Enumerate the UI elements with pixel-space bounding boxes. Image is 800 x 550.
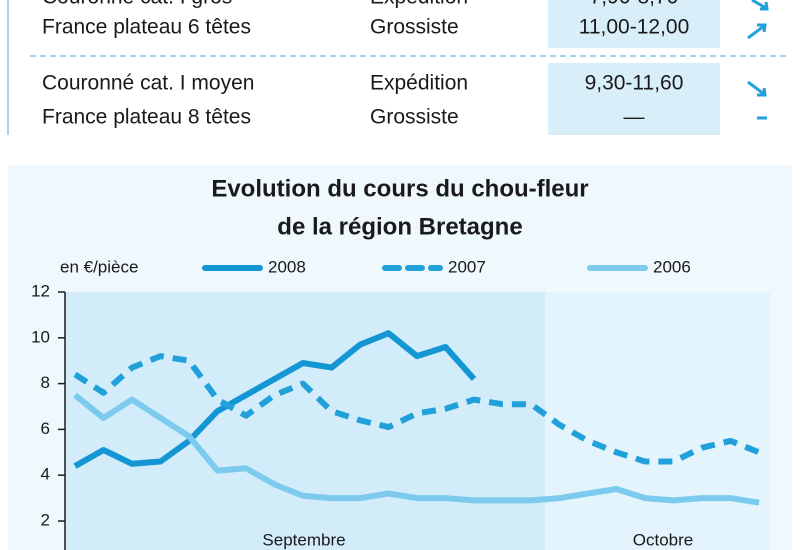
trend-arrows (747, 0, 769, 120)
series-line (73, 330, 477, 469)
y-tick-label: 12 (31, 281, 50, 300)
chart-subtitle: de la région Bretagne (277, 213, 522, 240)
price-band (548, 63, 720, 135)
x-tick-label: Septembre (262, 530, 345, 549)
legend-label: 2007 (448, 257, 486, 276)
series-line (73, 392, 760, 506)
cell: Expédition (370, 0, 468, 9)
y-tick-label: 8 (41, 373, 50, 392)
cell: 11,00-12,00 (579, 16, 690, 39)
y-tick-label: 2 (41, 511, 50, 530)
price-band (548, 0, 720, 48)
cell: France plateau 6 têtes (42, 16, 251, 39)
cell: 9,30-11,60 (585, 72, 684, 95)
y-axis-label: en €/pièce (60, 257, 138, 276)
month-band (545, 292, 770, 550)
x-tick-label: Octobre (633, 530, 693, 549)
cell: Couronné cat. I moyen (42, 72, 254, 95)
chart-title: Evolution du cours du chou-fleur (211, 175, 588, 202)
legend-label: 2006 (653, 257, 691, 276)
cell: 7,90-8,70 (590, 0, 679, 9)
cell: Grossiste (370, 16, 459, 39)
y-tick-label: 10 (31, 327, 50, 346)
cell: Couronné cat. I gros (42, 0, 232, 9)
cell: Grossiste (370, 106, 459, 129)
cell: France plateau 8 têtes (42, 106, 251, 129)
legend-label: 2008 (268, 257, 306, 276)
cell: Expédition (370, 72, 468, 95)
y-tick-label: 4 (41, 465, 50, 484)
month-band (65, 292, 545, 550)
cell: — (624, 106, 645, 129)
y-tick-label: 6 (41, 419, 50, 438)
series-line (73, 353, 761, 465)
